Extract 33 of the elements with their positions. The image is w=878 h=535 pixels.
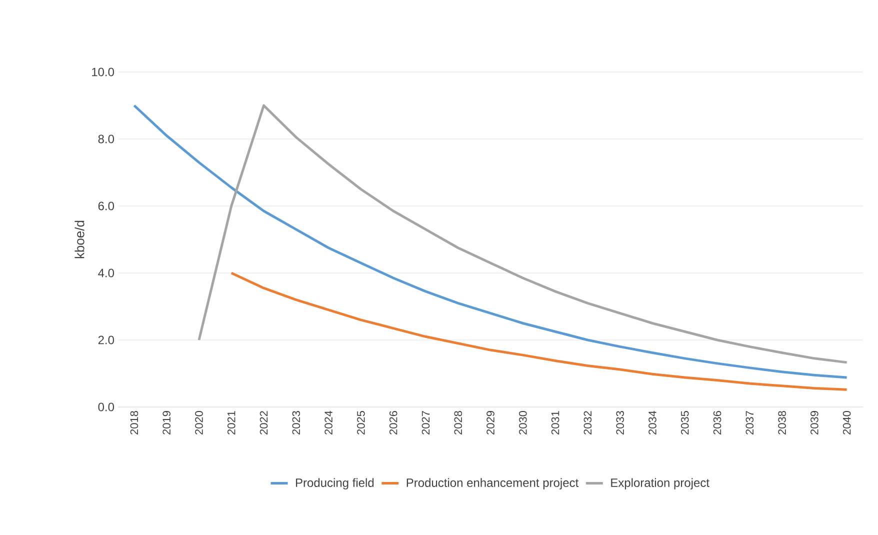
x-tick-label: 2022 <box>260 411 268 434</box>
y-tick-label: 10.0 <box>92 68 114 76</box>
legend-label: Producing field <box>296 478 374 490</box>
x-tick-label: 2037 <box>746 411 754 434</box>
x-tick-label: 2031 <box>551 411 560 434</box>
legend-label: Exploration project <box>611 478 710 490</box>
x-tick-label: 2020 <box>195 410 203 434</box>
x-tick-label: 2019 <box>162 411 170 434</box>
x-tick-label: 2024 <box>324 410 332 434</box>
y-tick-label: 8.0 <box>98 134 114 144</box>
y-tick-label: 4.0 <box>98 268 114 278</box>
x-tick-label: 2034 <box>648 410 656 434</box>
x-tick-label: 2018 <box>130 411 138 434</box>
x-tick-label: 2030 <box>518 410 527 434</box>
x-tick-label: 2028 <box>454 411 462 434</box>
x-tick-label: 2023 <box>292 411 300 434</box>
x-tick-label: 2027 <box>422 411 430 434</box>
x-tick-label: 2036 <box>713 411 722 434</box>
legend-label: Production enhancement project <box>406 478 579 490</box>
y-tick-label: 6.0 <box>98 202 114 210</box>
y-tick-label: 0.0 <box>98 402 114 412</box>
y-tick-label: 2.0 <box>98 336 114 344</box>
x-tick-label: 2038 <box>778 411 786 434</box>
x-tick-label: 2021 <box>227 411 236 434</box>
x-tick-label: 2026 <box>389 411 398 434</box>
x-tick-label: 2039 <box>810 411 818 434</box>
y-axis-title: kboe/d <box>74 220 84 258</box>
x-tick-label: 2025 <box>357 410 365 434</box>
x-tick-label: 2032 <box>584 411 592 434</box>
x-tick-label: 2029 <box>486 411 494 434</box>
x-tick-label: 2035 <box>680 410 689 434</box>
x-tick-label: 2040 <box>842 410 851 434</box>
x-tick-label: 2033 <box>616 411 624 434</box>
